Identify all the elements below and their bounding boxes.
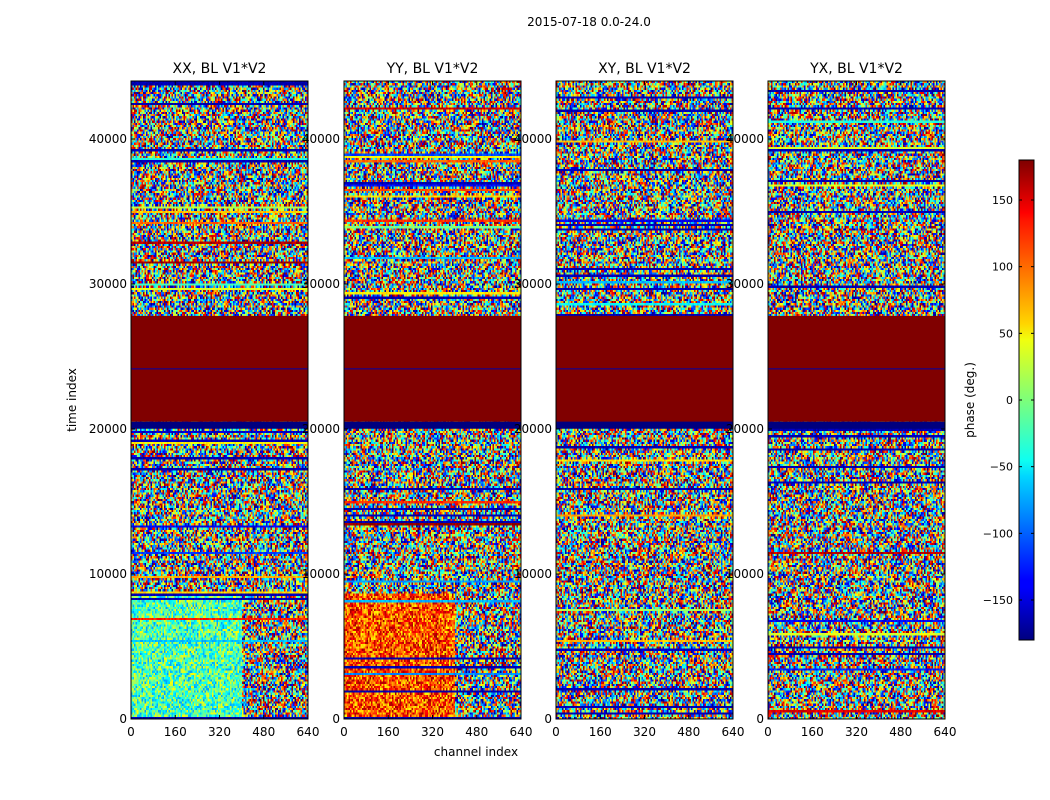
y-tick-label: 10000: [302, 567, 340, 581]
colorbar-tick-label: −50: [990, 461, 1013, 474]
panel-4-title: YX, BL V1*V2: [809, 61, 903, 77]
y-tick-label: 20000: [89, 422, 127, 436]
colorbar-tick-label: −100: [983, 527, 1013, 540]
x-tick-label: 160: [377, 725, 400, 739]
x-tick-label: 320: [633, 725, 656, 739]
figure-suptitle: 2015-07-18 0.0-24.0: [527, 15, 651, 29]
colorbar-ticks: 150 100 50 0 −50 −100 −150: [983, 194, 1034, 607]
saturated-block-edge: [344, 421, 521, 429]
colorbar-tick-label: 150: [992, 194, 1013, 207]
saturated-block-edge: [768, 421, 945, 429]
y-tick-label: 0: [756, 712, 764, 726]
x-tick-label: 640: [934, 725, 957, 739]
saturated-block-edge: [131, 421, 308, 429]
y-tick-label: 20000: [302, 422, 340, 436]
x-tick-label: 640: [297, 725, 320, 739]
y-tick-label: 30000: [89, 277, 127, 291]
y-tick-label: 40000: [89, 132, 127, 146]
panel-1-title: XX, BL V1*V2: [173, 61, 267, 77]
y-tick-label: 0: [544, 712, 552, 726]
panel-1: XX, BL V1*V2 0 160 320 480 640 0 10000 20000 3000…: [89, 61, 320, 739]
x-tick-label: 480: [889, 725, 912, 739]
x-tick-label: 0: [127, 725, 135, 739]
x-tick-label: 160: [589, 725, 612, 739]
y-tick-label: 40000: [726, 132, 764, 146]
y-tick-label: 10000: [514, 567, 552, 581]
colorbar-tick-label: −150: [983, 594, 1013, 607]
y-tick-label: 20000: [726, 422, 764, 436]
x-tick-label: 480: [465, 725, 488, 739]
y-tick-label: 40000: [514, 132, 552, 146]
colorbar: 150 100 50 0 −50 −100 −150 phase (deg.): [963, 159, 1035, 641]
x-tick-label: 480: [677, 725, 700, 739]
y-tick-label: 10000: [89, 567, 127, 581]
heatmap-panels: XX, BL V1*V2 0 160 320 480 640 0 10000 20000 3000…: [89, 61, 957, 739]
x-tick-label: 0: [340, 725, 348, 739]
panel-2-title: YY, BL V1*V2: [386, 61, 479, 77]
panel-4: YX, BL V1*V2 0 160 320 480 640 0 10000 20000 3000…: [726, 61, 957, 739]
y-tick-label: 30000: [726, 277, 764, 291]
x-tick-label: 640: [722, 725, 745, 739]
y-tick-label: 30000: [514, 277, 552, 291]
colorbar-tick-label: 0: [1006, 394, 1013, 407]
y-axis-label: time index: [65, 368, 79, 432]
x-axis-label: channel index: [434, 745, 518, 759]
x-tick-label: 320: [208, 725, 231, 739]
x-tick-label: 320: [421, 725, 444, 739]
x-tick-label: 160: [801, 725, 824, 739]
x-tick-label: 320: [845, 725, 868, 739]
y-tick-label: 40000: [302, 132, 340, 146]
panel-2: YY, BL V1*V2 0 160 320 480 640 0 10000 20000 3000…: [302, 61, 533, 739]
y-tick-label: 10000: [726, 567, 764, 581]
panel-3: XY, BL V1*V2 0 160 320 480 640 0 10000 20000 3000…: [514, 61, 745, 739]
y-tick-label: 0: [332, 712, 340, 726]
colorbar-tick-label: 100: [992, 261, 1013, 274]
x-tick-label: 640: [510, 725, 533, 739]
saturated-block-edge: [556, 421, 733, 429]
panel-3-title: XY, BL V1*V2: [598, 61, 691, 77]
y-tick-label: 0: [119, 712, 127, 726]
colorbar-label: phase (deg.): [963, 362, 977, 438]
x-tick-label: 480: [252, 725, 275, 739]
x-tick-label: 0: [552, 725, 560, 739]
x-tick-label: 160: [164, 725, 187, 739]
y-tick-label: 20000: [514, 422, 552, 436]
colorbar-tick-label: 50: [999, 327, 1013, 340]
y-tick-label: 30000: [302, 277, 340, 291]
x-tick-label: 0: [764, 725, 772, 739]
